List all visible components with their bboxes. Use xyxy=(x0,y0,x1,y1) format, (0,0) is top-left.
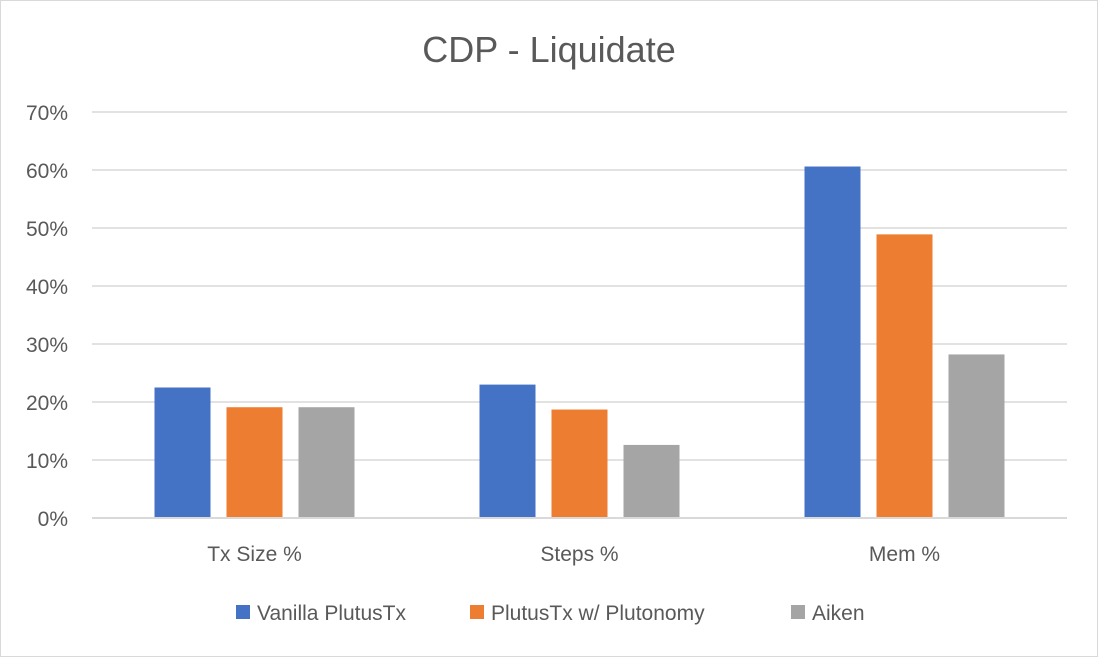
bar-2-2 xyxy=(551,409,608,518)
y-axis-ticks: 0% 10% 20% 30% 40% 50% 60% 70% xyxy=(26,102,68,531)
legend: Vanilla PlutusTx PlutusTx w/ Plutonomy Aik… xyxy=(236,602,865,625)
bar-1-2 xyxy=(479,384,536,518)
bar-3-3 xyxy=(948,354,1005,518)
x-category-label: Mem % xyxy=(869,543,940,566)
legend-label: Aiken xyxy=(812,602,865,625)
legend-swatch xyxy=(470,605,484,619)
bar-2-3 xyxy=(876,234,933,518)
legend-label: Vanilla PlutusTx xyxy=(257,602,407,625)
y-tick-label: 0% xyxy=(38,508,68,531)
y-tick-label: 70% xyxy=(26,102,68,125)
bar-1-1 xyxy=(154,387,211,518)
legend-swatch xyxy=(236,605,250,619)
gridlines xyxy=(92,111,1067,461)
x-axis-categories: Tx Size % Steps % Mem % xyxy=(207,543,940,566)
bar-2-1 xyxy=(226,407,283,518)
y-tick-label: 20% xyxy=(26,392,68,415)
x-category-label: Steps % xyxy=(540,543,618,566)
x-category-label: Tx Size % xyxy=(207,543,302,566)
bar-3-1 xyxy=(298,407,355,518)
bar-1-3 xyxy=(804,166,861,518)
y-tick-label: 50% xyxy=(26,218,68,241)
y-tick-label: 30% xyxy=(26,334,68,357)
legend-swatch xyxy=(791,605,805,619)
bars xyxy=(154,166,1005,518)
y-tick-label: 10% xyxy=(26,450,68,473)
y-tick-label: 40% xyxy=(26,276,68,299)
bar-3-2 xyxy=(623,444,680,518)
chart-title: CDP - Liquidate xyxy=(422,29,675,70)
legend-label: PlutusTx w/ Plutonomy xyxy=(491,602,705,625)
y-tick-label: 60% xyxy=(26,160,68,183)
